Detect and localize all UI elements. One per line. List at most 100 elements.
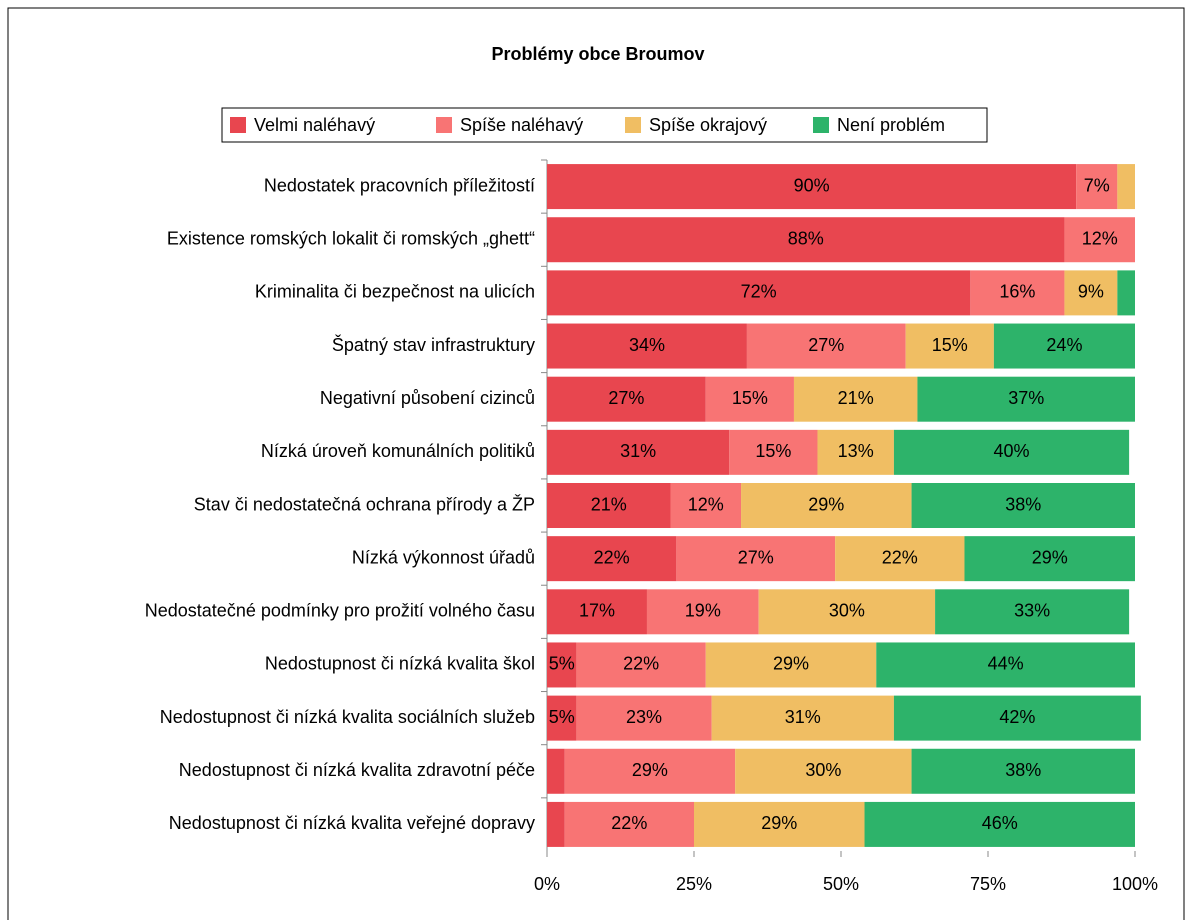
data-label: 22% [882,547,918,567]
data-label: 31% [785,707,821,727]
bar-segment [905,323,994,369]
data-label: 33% [1014,601,1050,621]
data-label: 30% [805,760,841,780]
bar-segment [564,748,736,794]
data-label: 38% [1005,760,1041,780]
category-label: Negativní působení cizinců [320,388,535,408]
data-label: 88% [788,228,824,248]
bar-segment [547,642,577,688]
data-label: 29% [773,654,809,674]
chart-title: Problémy obce Broumov [491,44,704,64]
data-label: 34% [629,335,665,355]
x-tick-label: 75% [970,874,1006,894]
bar-segment [547,429,730,475]
x-tick-label: 50% [823,874,859,894]
legend-swatch [625,117,641,133]
bar-segment [576,642,706,688]
bar-segment [758,589,936,635]
bar-segment [746,323,906,369]
bar-segment [646,589,759,635]
category-label: Nedostatek pracovních příležitostí [264,175,535,195]
bar-segment [893,429,1130,475]
data-label: 29% [632,760,668,780]
bar-segment [711,695,894,741]
bar-segment [705,376,794,422]
legend-label: Velmi naléhavý [254,115,375,135]
category-label: Nedostupnost či nízká kvalita zdravotní … [179,760,535,780]
data-label: 12% [688,494,724,514]
bar-segment [547,748,565,794]
bar-segment [547,217,1065,263]
data-label: 22% [594,547,630,567]
bar-segment [970,270,1065,316]
data-label: 16% [999,282,1035,302]
bar-segment [864,801,1135,847]
data-label: 13% [838,441,874,461]
data-label: 27% [608,388,644,408]
bar-segment [1076,164,1118,210]
data-label: 5% [549,707,575,727]
legend-box [221,107,988,143]
data-label: 9% [1078,282,1104,302]
data-label: 40% [994,441,1030,461]
bar-segment [564,801,694,847]
legend-label: Spíše naléhavý [460,115,583,135]
category-label: Špatný stav infrastruktury [332,334,535,355]
bar-segment [935,589,1130,635]
bar-segment [729,429,818,475]
category-label: Nedostupnost či nízká kvalita veřejné do… [169,813,535,833]
bar-segment [694,801,865,847]
data-label: 30% [829,601,865,621]
bar-segment [893,695,1141,741]
category-label: Stav či nedostatečná ochrana přírody a Ž… [194,494,535,514]
data-label: 15% [755,441,791,461]
bar-segment [547,270,971,316]
category-label: Kriminalita či bezpečnost na ulicích [255,282,535,302]
category-label: Nedostatečné podmínky pro prožití volnéh… [145,601,535,621]
data-label: 29% [808,494,844,514]
data-label: 22% [623,654,659,674]
data-label: 27% [808,335,844,355]
data-label: 15% [932,335,968,355]
bar-segment [835,536,965,582]
bar-segment [741,483,912,528]
data-label: 31% [620,441,656,461]
data-label: 12% [1082,228,1118,248]
x-tick-label: 0% [534,874,560,894]
data-label: 17% [579,601,615,621]
bar-segment [1117,164,1135,210]
data-label: 29% [1032,547,1068,567]
data-label: 38% [1005,494,1041,514]
bar-segment [911,483,1135,528]
bar-segment [670,483,742,528]
data-label: 90% [794,175,830,195]
bar-segment [964,536,1135,582]
x-tick-label: 25% [676,874,712,894]
bar-segment [917,376,1135,422]
bar-segment [1117,270,1135,316]
data-label: 46% [982,813,1018,833]
bar-segment [993,323,1135,369]
data-label: 37% [1008,388,1044,408]
data-label: 29% [761,813,797,833]
bar-segment [876,642,1135,688]
bar-segment [576,695,712,741]
category-label: Nízká výkonnost úřadů [352,547,535,567]
data-label: 42% [999,707,1035,727]
category-label: Existence romských lokalit či romských „… [167,228,535,248]
legend-swatch [230,117,246,133]
data-label: 15% [732,388,768,408]
legend-swatch [436,117,452,133]
bar-segment [676,536,836,582]
category-label: Nedostupnost či nízká kvalita sociálních… [160,707,535,727]
legend-label: Není problém [837,115,945,135]
data-label: 72% [741,282,777,302]
data-label: 5% [549,654,575,674]
bar-segment [793,376,918,422]
data-label: 7% [1084,175,1110,195]
data-label: 24% [1046,335,1082,355]
bar-segment [735,748,912,794]
bar-segment [1064,270,1118,316]
category-label: Nízká úroveň komunálních politiků [261,441,535,461]
